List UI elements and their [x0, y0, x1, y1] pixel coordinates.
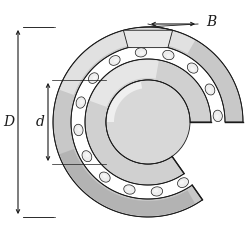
Text: D: D	[4, 115, 15, 129]
Ellipse shape	[213, 110, 222, 122]
Polygon shape	[53, 27, 243, 217]
Ellipse shape	[126, 187, 131, 190]
Text: d: d	[36, 115, 44, 129]
Ellipse shape	[100, 172, 110, 182]
Ellipse shape	[154, 189, 158, 192]
Ellipse shape	[191, 67, 195, 71]
Ellipse shape	[85, 153, 89, 157]
Polygon shape	[107, 82, 142, 122]
Polygon shape	[124, 30, 172, 48]
Ellipse shape	[205, 84, 215, 95]
Ellipse shape	[88, 73, 99, 84]
Ellipse shape	[167, 54, 171, 58]
Ellipse shape	[80, 100, 84, 104]
Ellipse shape	[187, 63, 198, 73]
Polygon shape	[90, 60, 159, 107]
Polygon shape	[60, 149, 195, 216]
Ellipse shape	[114, 59, 118, 63]
Ellipse shape	[180, 180, 184, 184]
Ellipse shape	[140, 51, 144, 55]
Polygon shape	[85, 59, 211, 185]
Circle shape	[51, 25, 245, 219]
Ellipse shape	[151, 187, 163, 196]
Ellipse shape	[135, 48, 147, 57]
Ellipse shape	[102, 174, 107, 178]
Ellipse shape	[208, 88, 212, 93]
Ellipse shape	[109, 56, 120, 65]
Ellipse shape	[82, 151, 92, 162]
Ellipse shape	[178, 178, 188, 188]
Ellipse shape	[74, 124, 83, 136]
Ellipse shape	[93, 76, 96, 80]
Ellipse shape	[78, 127, 81, 131]
Ellipse shape	[124, 185, 135, 194]
Circle shape	[106, 80, 190, 164]
Text: B: B	[206, 15, 216, 29]
Polygon shape	[60, 28, 195, 95]
Ellipse shape	[163, 50, 174, 60]
Ellipse shape	[76, 97, 86, 108]
Ellipse shape	[215, 114, 219, 119]
